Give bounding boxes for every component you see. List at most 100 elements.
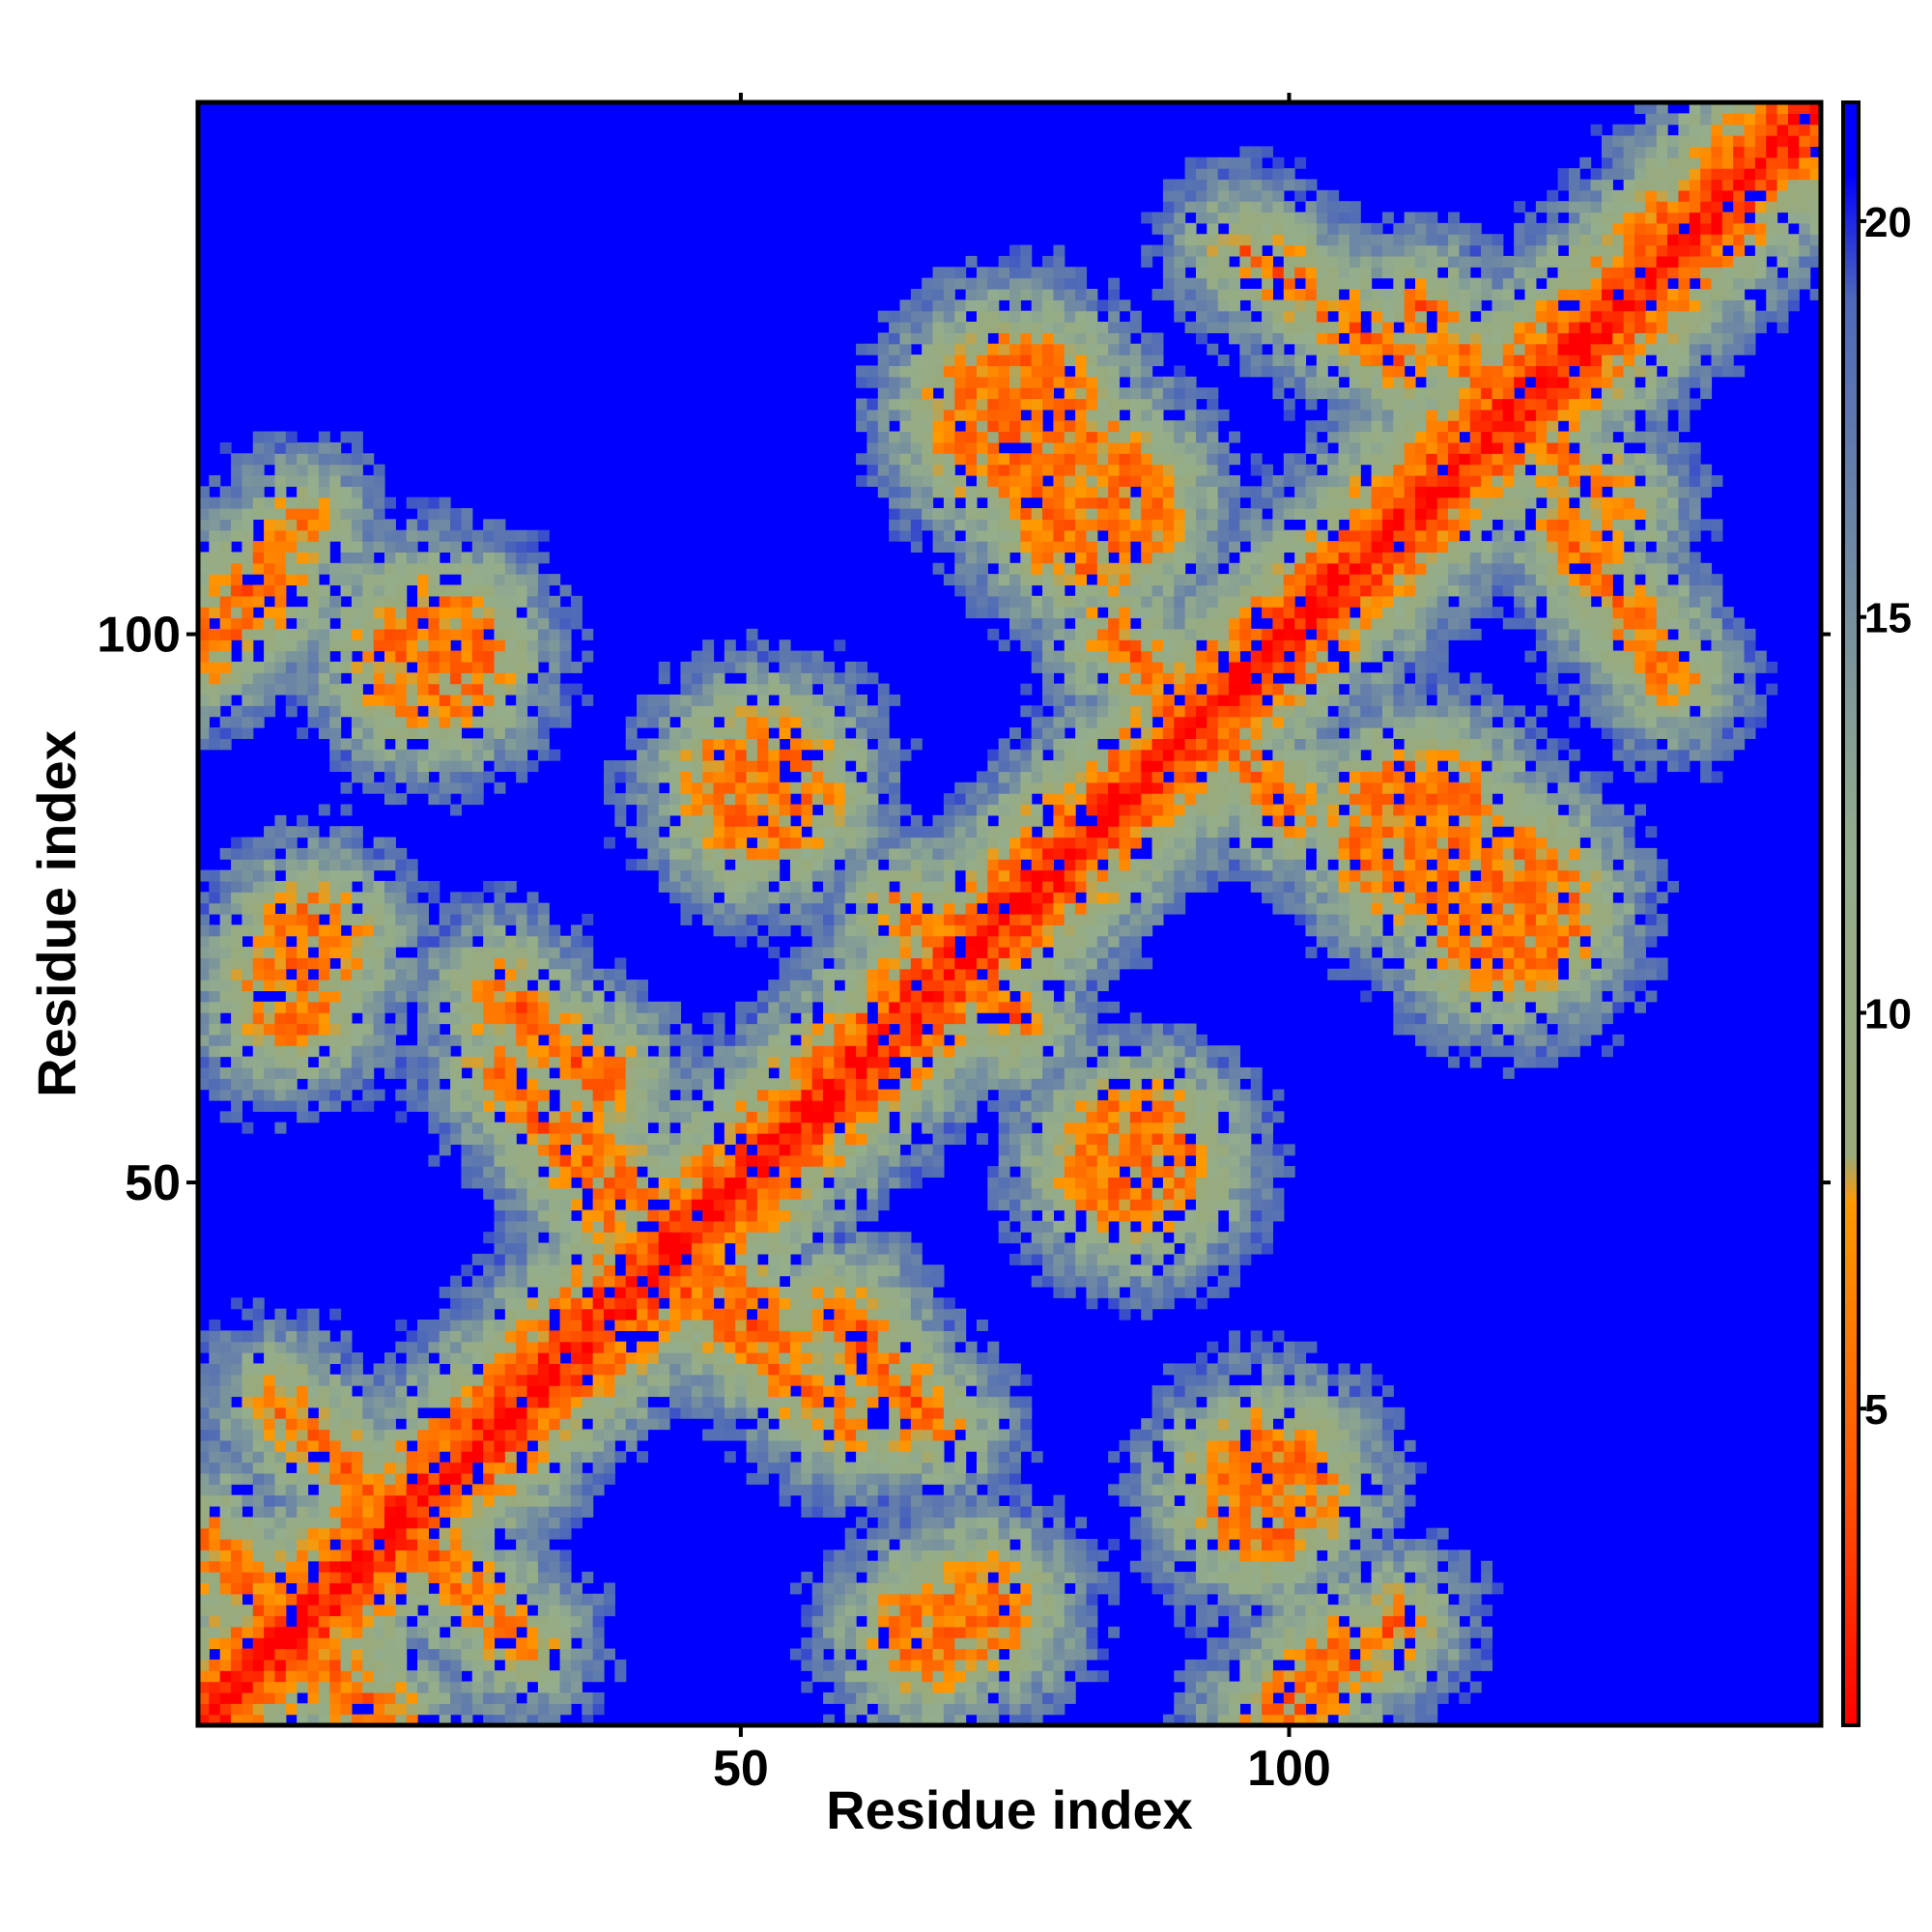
heatmap-cell bbox=[362, 749, 375, 761]
heatmap-cell bbox=[406, 1549, 418, 1562]
heatmap-cell bbox=[471, 574, 484, 586]
heatmap-cell bbox=[582, 1637, 594, 1650]
heatmap-cell bbox=[384, 947, 396, 958]
heatmap-cell bbox=[526, 1714, 539, 1726]
heatmap-cell bbox=[483, 1549, 496, 1562]
heatmap-cell bbox=[735, 1253, 748, 1265]
heatmap-cell bbox=[274, 826, 287, 838]
heatmap-cell bbox=[395, 902, 408, 915]
heatmap-cell bbox=[582, 1714, 594, 1726]
heatmap-cell bbox=[340, 1078, 353, 1091]
heatmap-cell bbox=[264, 1517, 276, 1529]
heatmap-cell bbox=[297, 650, 309, 663]
heatmap-cell bbox=[691, 672, 703, 685]
heatmap-cell bbox=[899, 322, 912, 333]
heatmap-cell bbox=[844, 1462, 857, 1474]
heatmap-cell bbox=[669, 1144, 682, 1156]
heatmap-cell bbox=[844, 1308, 857, 1321]
heatmap-cell bbox=[428, 1593, 440, 1605]
heatmap-cell bbox=[362, 771, 375, 783]
heatmap-cell bbox=[219, 574, 232, 586]
heatmap-cell bbox=[198, 574, 210, 586]
heatmap-cell bbox=[582, 1439, 594, 1452]
heatmap-cell bbox=[242, 1659, 254, 1671]
heatmap-cell bbox=[373, 880, 385, 893]
heatmap-cell bbox=[417, 650, 429, 663]
heatmap-cell bbox=[537, 924, 550, 937]
heatmap-cell bbox=[406, 902, 418, 915]
heatmap-cell bbox=[702, 672, 715, 685]
heatmap-cell bbox=[823, 1406, 835, 1419]
heatmap-cell bbox=[625, 1209, 638, 1222]
heatmap-cell bbox=[209, 705, 221, 718]
heatmap-cell bbox=[779, 1363, 791, 1376]
heatmap-cell bbox=[582, 1352, 594, 1364]
heatmap-cell bbox=[582, 947, 594, 958]
heatmap-cell bbox=[549, 574, 561, 586]
heatmap-cell bbox=[570, 1374, 582, 1386]
heatmap-cell bbox=[724, 1099, 736, 1112]
heatmap-cell bbox=[297, 1352, 309, 1364]
heatmap-cell bbox=[856, 409, 868, 421]
heatmap-cell bbox=[735, 781, 748, 794]
heatmap-cell bbox=[559, 1034, 572, 1046]
heatmap-cell bbox=[516, 990, 528, 1003]
heatmap-cell bbox=[297, 1363, 309, 1376]
heatmap-cell bbox=[789, 847, 802, 860]
heatmap-cell bbox=[877, 771, 890, 783]
heatmap-cell bbox=[242, 914, 254, 925]
heatmap-cell bbox=[285, 639, 298, 652]
heatmap-cell bbox=[877, 1505, 890, 1518]
heatmap-cell bbox=[362, 1691, 375, 1704]
heatmap-cell bbox=[395, 1089, 408, 1101]
heatmap-cell bbox=[362, 519, 375, 531]
heatmap-cell bbox=[252, 859, 265, 871]
heatmap-cell bbox=[680, 1187, 693, 1200]
heatmap-cell bbox=[899, 1023, 912, 1036]
heatmap-cell bbox=[395, 847, 408, 860]
heatmap-cell bbox=[198, 947, 210, 958]
heatmap-cell bbox=[691, 1034, 703, 1046]
heatmap-cell bbox=[504, 661, 517, 673]
heatmap-cell bbox=[318, 1034, 330, 1046]
heatmap-cell bbox=[219, 1670, 232, 1683]
heatmap-cell bbox=[285, 541, 298, 553]
heatmap-cell bbox=[724, 924, 736, 937]
heatmap-cell bbox=[789, 1111, 802, 1123]
heatmap-cell bbox=[889, 431, 901, 443]
heatmap-cell bbox=[680, 738, 693, 751]
heatmap-cell bbox=[889, 1330, 901, 1343]
heatmap-cell bbox=[702, 847, 715, 860]
heatmap-cell bbox=[340, 464, 353, 476]
heatmap-cell bbox=[526, 1066, 539, 1079]
heatmap-cell bbox=[231, 1517, 242, 1529]
heatmap-cell bbox=[889, 771, 901, 783]
heatmap-cell bbox=[877, 1593, 890, 1605]
heatmap-cell bbox=[318, 1341, 330, 1353]
heatmap-cell bbox=[526, 1572, 539, 1584]
heatmap-cell bbox=[811, 1111, 824, 1123]
heatmap-cell bbox=[362, 1659, 375, 1671]
heatmap-cell bbox=[483, 1637, 496, 1650]
heatmap-cell bbox=[811, 1275, 824, 1288]
heatmap-cell bbox=[439, 1605, 451, 1617]
heatmap-cell bbox=[373, 1045, 385, 1058]
heatmap-cell bbox=[811, 1034, 824, 1046]
heatmap-cell bbox=[516, 1374, 528, 1386]
heatmap-cell bbox=[669, 1001, 682, 1013]
heatmap-cell bbox=[439, 935, 451, 948]
heatmap-cell bbox=[647, 1308, 660, 1321]
heatmap-cell bbox=[242, 639, 254, 652]
heatmap-cell bbox=[329, 1078, 342, 1091]
heatmap-cell bbox=[844, 1089, 857, 1101]
heatmap-cell bbox=[549, 947, 561, 958]
heatmap-cell bbox=[242, 628, 254, 640]
heatmap-cell bbox=[329, 1451, 342, 1463]
heatmap-cell bbox=[582, 1363, 594, 1376]
heatmap-cell bbox=[318, 880, 330, 893]
heatmap-cell bbox=[899, 1320, 912, 1331]
heatmap-cell bbox=[483, 574, 496, 586]
heatmap-cell bbox=[549, 1374, 561, 1386]
heatmap-cell bbox=[702, 1154, 715, 1167]
heatmap-cell bbox=[702, 1089, 715, 1101]
